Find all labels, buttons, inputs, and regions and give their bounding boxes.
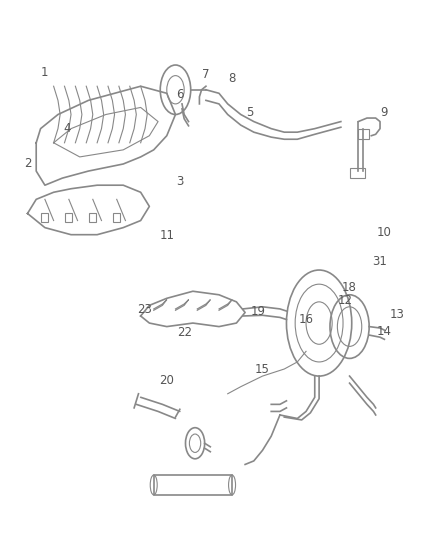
Text: 20: 20 bbox=[159, 374, 174, 387]
Bar bbox=[358, 128, 369, 139]
Text: 16: 16 bbox=[299, 313, 314, 326]
Text: 13: 13 bbox=[390, 308, 405, 321]
Text: 8: 8 bbox=[228, 72, 236, 85]
Text: 12: 12 bbox=[338, 294, 353, 308]
Text: 5: 5 bbox=[246, 106, 253, 119]
Text: 23: 23 bbox=[138, 303, 152, 317]
Text: 6: 6 bbox=[176, 87, 184, 101]
Bar bbox=[89, 214, 96, 222]
Text: 4: 4 bbox=[63, 122, 71, 135]
Text: 10: 10 bbox=[377, 225, 392, 239]
Text: 19: 19 bbox=[251, 305, 266, 318]
Text: 7: 7 bbox=[202, 68, 210, 81]
Text: 3: 3 bbox=[176, 175, 184, 188]
Bar bbox=[65, 214, 72, 222]
Text: 11: 11 bbox=[159, 229, 174, 242]
Text: 15: 15 bbox=[255, 364, 270, 376]
Bar bbox=[113, 214, 120, 222]
Bar bbox=[154, 475, 232, 495]
Bar bbox=[350, 167, 365, 178]
Text: 9: 9 bbox=[381, 106, 388, 119]
Text: 18: 18 bbox=[342, 281, 357, 294]
Text: 14: 14 bbox=[377, 325, 392, 338]
Text: 1: 1 bbox=[41, 67, 49, 79]
Text: 22: 22 bbox=[177, 326, 192, 340]
Text: 2: 2 bbox=[24, 157, 31, 169]
Text: 31: 31 bbox=[373, 255, 388, 268]
Bar bbox=[42, 214, 48, 222]
